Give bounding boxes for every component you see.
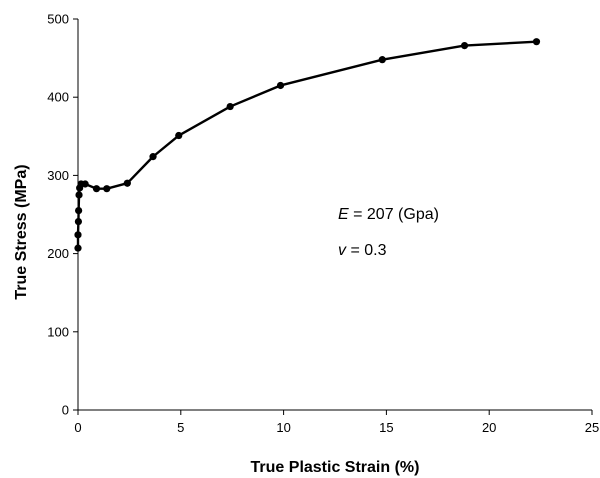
y-tick-label: 100 [47, 324, 69, 339]
annotation-poisson: v = 0.3 [338, 242, 387, 259]
x-tick-label: 25 [585, 420, 599, 435]
x-tick-label: 10 [276, 420, 290, 435]
data-point [103, 185, 111, 193]
y-axis-title: True Stress (MPa) [13, 164, 30, 299]
data-point [75, 206, 83, 215]
y-tick-label: 200 [47, 246, 69, 261]
data-point [532, 38, 541, 46]
data-point [276, 81, 285, 90]
data-point [175, 131, 183, 140]
annotation-poisson-symbol: v [338, 242, 347, 259]
series-layer [74, 38, 541, 252]
x-tick-label: 20 [482, 420, 496, 435]
data-point [92, 185, 101, 193]
data-point [75, 191, 83, 199]
y-tick-label: 500 [47, 12, 69, 27]
data-point [74, 231, 82, 239]
annotation-modulus-value: = 207 (Gpa) [349, 206, 439, 223]
data-point [460, 41, 469, 50]
data-point [74, 244, 82, 252]
data-point [81, 180, 89, 188]
x-tick-label: 5 [177, 420, 184, 435]
data-point [74, 217, 83, 226]
series-line [76, 40, 538, 250]
x-tick-label: 0 [74, 420, 81, 435]
annotation-poisson-value: = 0.3 [346, 242, 387, 259]
axes: 0 100 200 300 400 500 0 5 10 15 20 25 [47, 12, 599, 436]
data-point [226, 102, 234, 111]
data-point [149, 153, 157, 161]
y-tick-label: 400 [47, 90, 69, 105]
x-tick-label: 15 [379, 420, 393, 435]
annotation-modulus-symbol: E [338, 206, 349, 223]
y-tick-label: 300 [47, 168, 69, 183]
y-tick-label: 0 [62, 403, 69, 418]
annotation-modulus: E = 207 (Gpa) [338, 206, 439, 223]
data-point [123, 179, 131, 187]
data-point [378, 56, 386, 64]
x-axis-title: True Plastic Strain (%) [251, 459, 420, 476]
